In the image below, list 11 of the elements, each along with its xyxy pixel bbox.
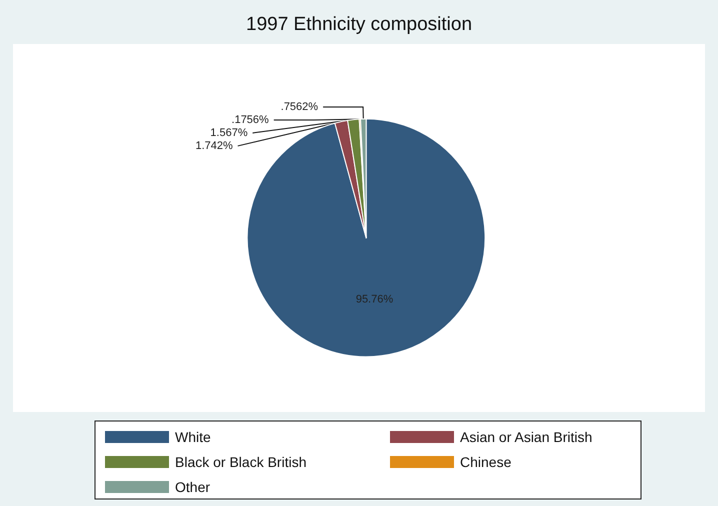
data-label: 1.567% (210, 126, 248, 139)
data-label: 1.742% (195, 140, 233, 152)
data-label: .1756% (232, 114, 270, 126)
legend-label: Chinese (460, 454, 512, 470)
data-label: .7562% (280, 100, 318, 113)
chart-title: 1997 Ethnicity composition (246, 14, 472, 35)
legend-label: Black or Black British (175, 454, 306, 470)
data-label: 95.76% (356, 294, 394, 306)
legend-label: White (175, 429, 211, 445)
legend-label: Asian or Asian British (460, 429, 592, 445)
legend-label: Other (175, 479, 210, 495)
